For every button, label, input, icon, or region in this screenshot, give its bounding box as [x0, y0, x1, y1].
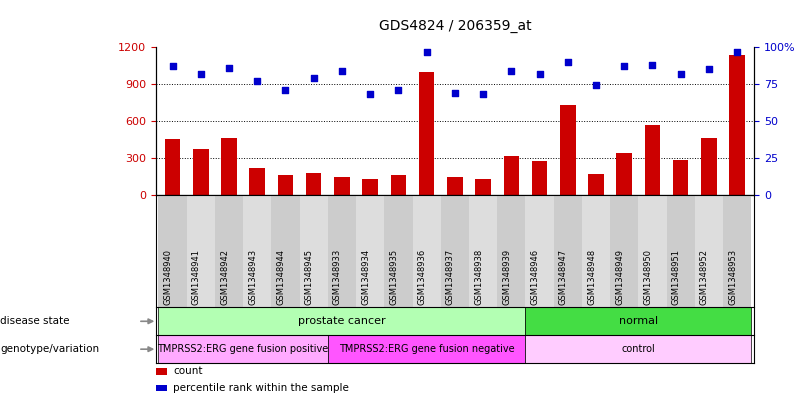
Bar — [193, 149, 208, 195]
Bar — [617, 153, 632, 195]
Bar — [278, 175, 293, 195]
Text: GSM1348948: GSM1348948 — [587, 249, 596, 305]
Point — [448, 90, 461, 96]
Point — [335, 68, 348, 74]
Point — [195, 70, 207, 77]
Text: GSM1348945: GSM1348945 — [305, 250, 314, 305]
Point — [223, 64, 235, 71]
Bar — [306, 173, 322, 195]
Bar — [476, 178, 491, 195]
Bar — [645, 125, 660, 195]
Text: GSM1348935: GSM1348935 — [389, 249, 398, 305]
Point — [618, 63, 630, 70]
Point — [590, 83, 602, 89]
Text: genotype/variation: genotype/variation — [0, 344, 99, 354]
Text: GSM1348934: GSM1348934 — [361, 249, 370, 305]
Bar — [250, 167, 265, 195]
Point — [533, 70, 546, 77]
Point — [674, 70, 687, 77]
Text: GSM1348939: GSM1348939 — [502, 249, 512, 305]
Text: GSM1348940: GSM1348940 — [164, 250, 172, 305]
Point — [731, 48, 744, 55]
Text: disease state: disease state — [0, 316, 69, 326]
Bar — [673, 160, 689, 195]
Bar — [334, 177, 350, 195]
Point — [307, 75, 320, 81]
Text: prostate cancer: prostate cancer — [298, 316, 385, 326]
Text: control: control — [622, 344, 655, 354]
Point — [702, 66, 715, 72]
Text: GDS4824 / 206359_at: GDS4824 / 206359_at — [378, 18, 531, 33]
Bar — [447, 177, 463, 195]
Point — [505, 68, 518, 74]
Bar — [701, 138, 717, 195]
Point — [562, 59, 575, 65]
Bar — [419, 72, 434, 195]
Bar — [221, 138, 237, 195]
Point — [364, 91, 377, 97]
Point — [421, 48, 433, 55]
Bar — [164, 139, 180, 195]
Text: normal: normal — [618, 316, 658, 326]
Point — [166, 63, 179, 70]
Text: percentile rank within the sample: percentile rank within the sample — [173, 383, 349, 393]
Text: GSM1348953: GSM1348953 — [728, 249, 737, 305]
Text: GSM1348947: GSM1348947 — [559, 249, 568, 305]
Text: GSM1348951: GSM1348951 — [672, 250, 681, 305]
Bar — [362, 178, 378, 195]
Text: GSM1348952: GSM1348952 — [700, 250, 709, 305]
Point — [476, 91, 489, 97]
Bar — [588, 174, 604, 195]
Point — [279, 87, 292, 93]
Text: TMPRSS2:ERG gene fusion positive: TMPRSS2:ERG gene fusion positive — [157, 344, 329, 354]
Text: TMPRSS2:ERG gene fusion negative: TMPRSS2:ERG gene fusion negative — [339, 344, 515, 354]
Text: GSM1348949: GSM1348949 — [615, 250, 624, 305]
Bar — [531, 162, 547, 195]
Text: GSM1348950: GSM1348950 — [643, 250, 653, 305]
Text: GSM1348941: GSM1348941 — [192, 250, 201, 305]
Text: count: count — [173, 366, 203, 376]
Bar — [729, 55, 745, 195]
Point — [392, 87, 405, 93]
Text: GSM1348943: GSM1348943 — [248, 249, 257, 305]
Text: GSM1348944: GSM1348944 — [276, 250, 286, 305]
Bar — [391, 176, 406, 195]
Bar — [560, 105, 575, 195]
Text: GSM1348938: GSM1348938 — [474, 249, 483, 305]
Point — [251, 78, 263, 84]
Text: GSM1348936: GSM1348936 — [417, 249, 427, 305]
Text: GSM1348933: GSM1348933 — [333, 249, 342, 305]
Text: GSM1348937: GSM1348937 — [446, 249, 455, 305]
Bar — [504, 156, 519, 195]
Text: GSM1348942: GSM1348942 — [220, 250, 229, 305]
Point — [646, 62, 659, 68]
Text: GSM1348946: GSM1348946 — [531, 249, 539, 305]
